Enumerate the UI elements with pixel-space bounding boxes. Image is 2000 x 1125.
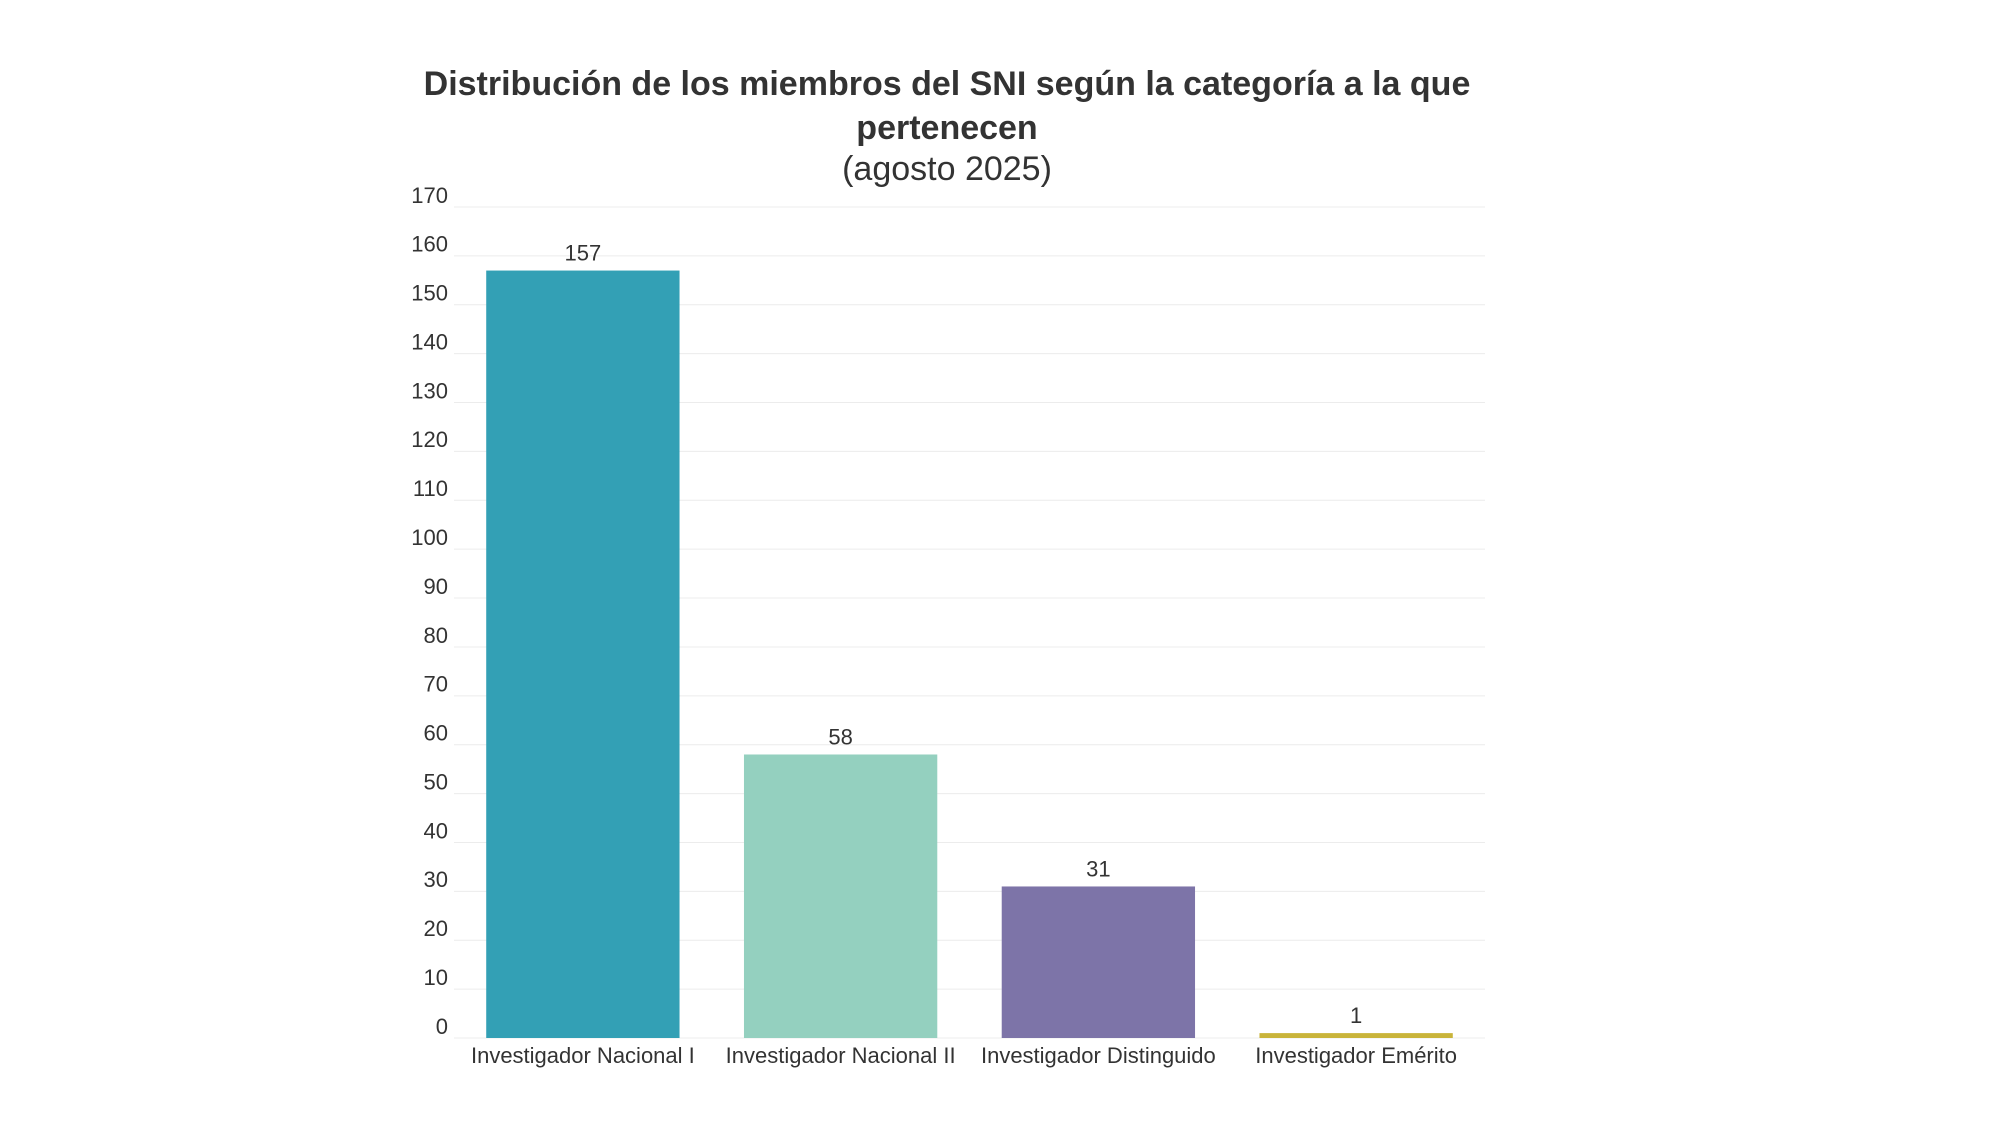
y-tick-label: 70: [424, 672, 448, 697]
x-tick-label: Investigador Nacional I: [471, 1043, 695, 1068]
y-tick-label: 10: [424, 965, 448, 990]
y-tick-label: 170: [411, 183, 448, 208]
bar: [486, 270, 680, 1038]
x-tick-label: Investigador Emérito: [1255, 1043, 1457, 1068]
y-tick-label: 80: [424, 623, 448, 648]
value-label: 58: [828, 724, 852, 749]
y-tick-label: 140: [411, 329, 448, 354]
y-tick-label: 50: [424, 769, 448, 794]
y-tick-label: 0: [436, 1014, 448, 1039]
value-label: 1: [1350, 1003, 1362, 1028]
y-tick-label: 130: [411, 378, 448, 403]
bar: [1259, 1033, 1453, 1038]
value-label: 31: [1086, 856, 1110, 881]
value-label: 157: [565, 240, 602, 265]
y-tick-label: 160: [411, 232, 448, 257]
bar: [743, 754, 938, 1038]
y-tick-label: 60: [424, 721, 448, 746]
y-tick-label: 30: [424, 867, 448, 892]
y-tick-label: 100: [411, 525, 448, 550]
y-tick-label: 40: [424, 818, 448, 843]
chart-subtitle: (agosto 2025): [842, 150, 1052, 188]
y-tick-label: 150: [411, 281, 448, 306]
y-tick-label: 120: [411, 427, 448, 452]
y-tick-label: 110: [413, 476, 448, 501]
chart-title: Distribución de los miembros del SNI seg…: [423, 65, 1471, 147]
y-tick-label: 20: [424, 916, 448, 941]
y-tick-label: 90: [424, 574, 448, 599]
x-tick-label: Investigador Nacional II: [726, 1043, 956, 1068]
x-tick-label: Investigador Distinguido: [981, 1043, 1216, 1068]
bar: [1001, 886, 1196, 1038]
